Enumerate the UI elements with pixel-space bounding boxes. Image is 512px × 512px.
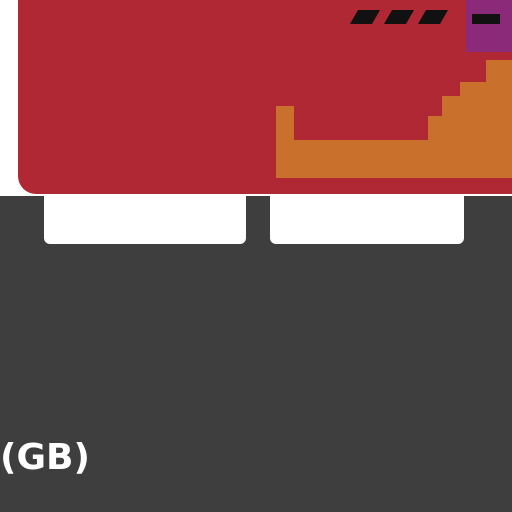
tab-button-left[interactable] [44,196,246,244]
accent-block [276,140,512,178]
accent-block [486,60,512,86]
accent-block [442,96,512,120]
hazard-stripe [417,10,449,24]
hazard-stripe [349,10,381,24]
hazard-stripe [383,10,415,24]
accent-block [460,82,512,100]
corner-emblem-bar [472,14,500,24]
corner-emblem [466,0,512,52]
region-label: (GB) [0,437,90,478]
accent-block [428,116,512,146]
tab-button-right[interactable] [270,196,464,244]
